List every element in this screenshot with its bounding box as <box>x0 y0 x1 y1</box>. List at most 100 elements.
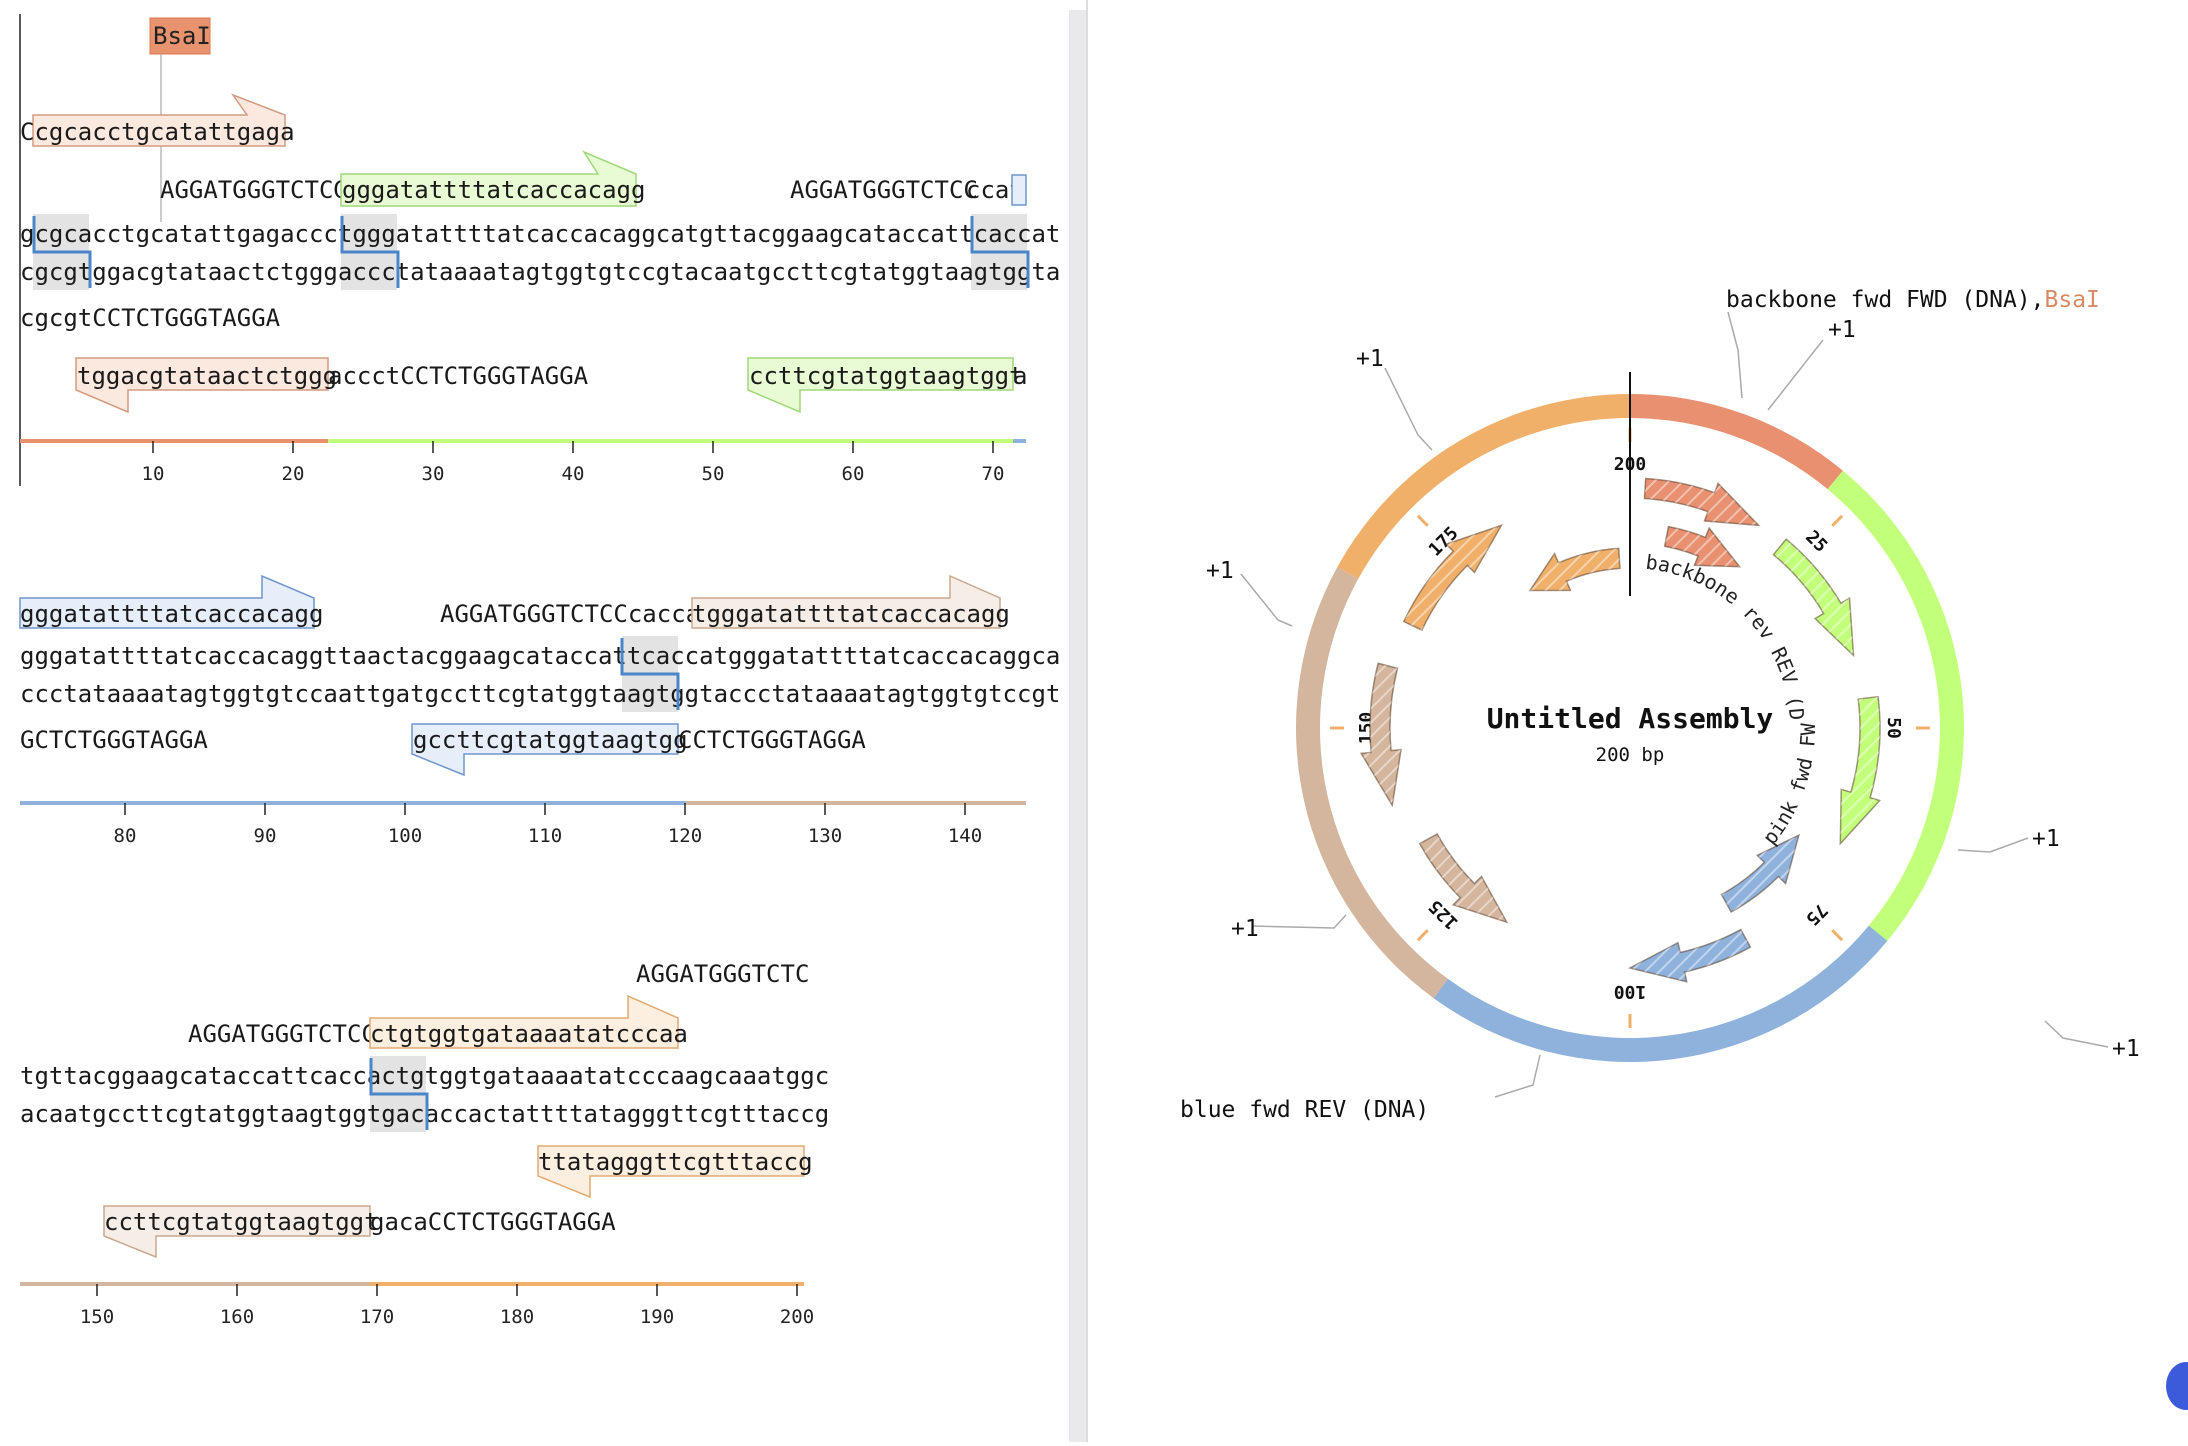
linear-sequence-canvas[interactable]: BsaI Ccgcacctgcatattgaga AGGATGGGTCTCG g… <box>0 0 1069 1442</box>
feature-arrows[interactable] <box>1359 477 1882 983</box>
axis-tick-label: 190 <box>640 1306 674 1328</box>
ring-segment-green[interactable] <box>1827 470 1964 941</box>
backbone-fwd-label[interactable]: backbone fwd FWD (DNA),BsaI <box>1726 287 2100 313</box>
sequence-top-strand: tgttacggaagcataccattcaccactgtggtgataaaat… <box>20 1062 829 1090</box>
primer-tan-fwd-seq: tgggatattttatcaccacagg <box>692 600 1010 628</box>
overhang-top-2: AGGATGGGTCTCC <box>790 176 978 204</box>
plus-one-label: +1 <box>1356 346 1384 372</box>
feature-blue-rev-hatch <box>1630 929 1751 982</box>
primer-blue-rev-seq: gccttcgtatggtaagtgg <box>413 726 688 754</box>
cut-site-marker <box>32 216 92 288</box>
primer-backbone-fwd-seq: Ccgcacctgcatattgaga <box>20 118 295 146</box>
axis-tick-label: 130 <box>808 825 842 847</box>
axis-ticks-row-1: 10 20 30 40 50 60 70 <box>142 441 1005 485</box>
plus-one-label: +1 <box>1231 916 1259 942</box>
overhang-bottom: gacaCCTCTGGGTAGGA <box>370 1208 616 1236</box>
plus-one-label: +1 <box>2032 826 2060 852</box>
primer-backbone-fwd[interactable] <box>32 93 286 147</box>
axis-tick-label: 120 <box>668 825 702 847</box>
assembly-length: 200 bp <box>1596 744 1665 766</box>
axis-tick-label: 200 <box>780 1306 814 1328</box>
feature-orange-fwd-hatch <box>1403 525 1502 631</box>
overhang-top-1: AGGATGGGTCTCG <box>160 176 348 204</box>
axis-tick-label: 110 <box>528 825 562 847</box>
sequence-row-2: gggatattttatcaccacagg AGGATGGGTCTCCcacca… <box>19 574 1060 847</box>
feature-backbone-fwd-2-hatch <box>1664 526 1740 567</box>
primer-blue-fwd[interactable] <box>19 574 315 629</box>
overhang-top: AGGATGGGTCTCCcacca <box>440 600 700 628</box>
primer-orange-fwd-seq: ctgtggtgataaaatatcccaa <box>370 1020 688 1048</box>
sequence-row-3: AGGATGGGTCTC AGGATGGGTCTCC ctgtggtgataaa… <box>20 960 829 1328</box>
ring-tick-label: 75 <box>1801 899 1831 929</box>
primer-tan-fwd[interactable] <box>691 574 1001 629</box>
primer-orange-rev[interactable] <box>537 1145 805 1199</box>
axis-tick-label: 60 <box>842 463 865 485</box>
plasmid-map-viewer[interactable]: 200 25 50 75 100 125 150 175 Untitled Assembly … <box>1082 0 2188 1442</box>
enzyme-label-bsai[interactable] <box>149 17 211 55</box>
backbone-rev-label: backbone rev REV (DNA) <box>1088 0 1809 721</box>
feature-tan-fwd-hatch <box>1361 663 1402 806</box>
axis-tick-label: 160 <box>220 1306 254 1328</box>
primer-green-rev[interactable] <box>747 357 1014 414</box>
callout-lines <box>1240 311 2109 1098</box>
axis-tick-label: 180 <box>500 1306 534 1328</box>
plus-one-label: +1 <box>2112 1036 2140 1062</box>
primer-tan-rev[interactable] <box>103 1205 371 1259</box>
primer-blue-rev[interactable] <box>411 723 679 777</box>
feature-green-fwd-hatch <box>1773 539 1854 656</box>
axis-tick-label: 100 <box>388 825 422 847</box>
cut-site-marker <box>369 1058 429 1130</box>
sequence-row-1: BsaI Ccgcacctgcatattgaga AGGATGGGTCTCG g… <box>20 17 1060 485</box>
blue-fwd-label[interactable]: blue fwd REV (DNA) <box>1180 1097 1429 1123</box>
overhang-bottom: CCTCTGGGTAGGA <box>678 726 866 754</box>
enzyme-label-text: BsaI <box>153 22 211 50</box>
primer-backbone-rev[interactable] <box>75 357 329 414</box>
overhang-bottom-1: accctCCTCTGGGTAGGA <box>328 362 589 390</box>
assembly-name: Untitled Assembly <box>1487 702 1774 735</box>
primer-green-rev-tail: a <box>1013 362 1027 390</box>
ring-tick <box>1416 514 1429 527</box>
plasmid-ring[interactable] <box>1296 394 1964 1062</box>
sequence-bottom-strand: acaatgccttcgtatggtaagtggtgacaccactatttta… <box>20 1100 829 1128</box>
ring-segment-orange[interactable] <box>1337 394 1630 579</box>
sequence-top-strand: gggatattttatcaccacaggttaactacggaagcatacc… <box>20 642 1060 670</box>
axis-ticks-row-3: 150 160 170 180 190 200 <box>80 1284 814 1328</box>
axis-tick-label: 170 <box>360 1306 394 1328</box>
ring-segment-backbone[interactable] <box>1630 394 1843 490</box>
axis-tick-label: 10 <box>142 463 165 485</box>
feature-backbone-fwd-1-hatch <box>1644 478 1759 526</box>
axis-tick-label: 80 <box>114 825 137 847</box>
primer-orange-fwd[interactable] <box>369 994 679 1049</box>
ring-segment-blue[interactable] <box>1433 925 1888 1062</box>
plus-one-label: +1 <box>1206 558 1234 584</box>
help-bubble-icon[interactable] <box>2166 1362 2188 1410</box>
pane-divider <box>1086 0 1088 1442</box>
primer-blue-start[interactable] <box>1011 174 1027 206</box>
primer-green-fwd[interactable] <box>340 150 637 207</box>
feature-tan-rev-hatch <box>1419 833 1507 923</box>
feature-green-rev-hatch <box>1840 696 1880 844</box>
axis-tick-label: 40 <box>562 463 585 485</box>
primer-blue-fwd-seq: gggatattttatcaccacagg <box>20 600 323 628</box>
primer-green-fwd-seq: gggatattttatcaccacagg <box>342 176 645 204</box>
axis-tick-label: 70 <box>982 463 1005 485</box>
ring-tick-label: 50 <box>1883 717 1904 739</box>
sequence-top-strand: gcgcacctgcatattgagaccctgggatattttatcacca… <box>20 220 1060 248</box>
plus-one-label: +1 <box>1828 317 1856 343</box>
ring-tick <box>1416 929 1429 942</box>
ring-tick <box>1831 929 1844 942</box>
sequence-viewer[interactable]: BsaI Ccgcacctgcatattgaga AGGATGGGTCTCG g… <box>0 0 1069 1442</box>
axis-tick-label: 30 <box>422 463 445 485</box>
pane-splitter[interactable] <box>1069 10 1086 1442</box>
primer-tan-rev-seq: ccttcgtatggtaagtggt <box>104 1208 379 1236</box>
cut-site-marker <box>620 638 680 710</box>
axis-tick-label: 50 <box>702 463 725 485</box>
ring-tick-label: 100 <box>1614 981 1647 1002</box>
tail-bottom: cgcgtCCTCTGGGTAGGA <box>20 304 281 332</box>
axis-ticks-row-2: 80 90 100 110 120 130 140 <box>114 803 982 847</box>
tail-bottom: GCTCTGGGTAGGA <box>20 726 208 754</box>
ring-segment-tan[interactable] <box>1296 567 1448 999</box>
feature-orange-rev-hatch <box>1530 548 1620 591</box>
axis-tick-label: 20 <box>282 463 305 485</box>
